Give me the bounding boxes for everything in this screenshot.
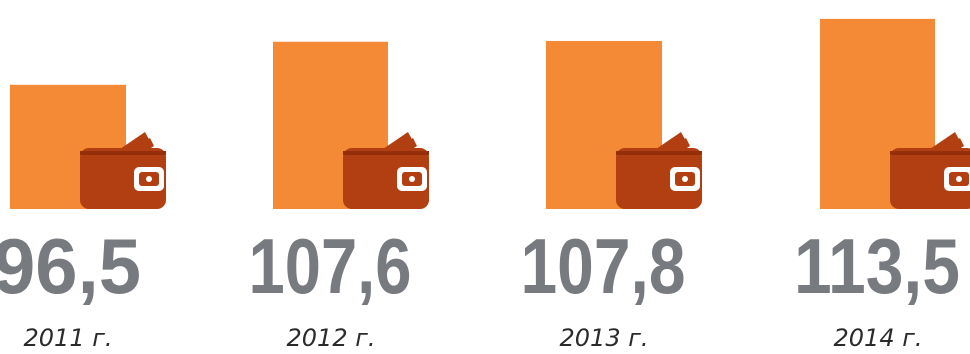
- bar-group: 107,6 2012 г.: [249, 41, 429, 352]
- wallet-icon: [890, 132, 970, 209]
- year-label: 2014 г.: [834, 324, 923, 352]
- wallet-icon: [80, 132, 166, 209]
- wallet-icon: [343, 132, 429, 209]
- wallet-clasp-dot: [409, 176, 415, 182]
- wallet-body: [343, 148, 429, 209]
- value-label: 107,8: [521, 222, 686, 310]
- wallet-body: [890, 148, 970, 209]
- year-label: 2011 г.: [24, 324, 113, 352]
- value-label: 113,5: [794, 222, 960, 310]
- wallet-stripe: [80, 151, 166, 155]
- year-label: 2012 г.: [287, 324, 376, 352]
- value-label: 107,6: [249, 222, 412, 310]
- bar-group: 113,5 2014 г.: [794, 18, 970, 352]
- wallet-body: [616, 148, 702, 209]
- wallet-clasp-dot: [146, 176, 152, 182]
- wallet-icon: [616, 132, 702, 209]
- wallet-stripe: [890, 151, 970, 155]
- wallet-body: [80, 148, 166, 209]
- bar-group: 96,5 2011 г.: [0, 84, 166, 352]
- wallet-stripe: [343, 151, 429, 155]
- wallet-stripe: [616, 151, 702, 155]
- value-label: 96,5: [0, 222, 141, 310]
- bar-group: 107,8 2013 г.: [521, 40, 702, 352]
- year-label: 2013 г.: [560, 324, 649, 352]
- wallet-clasp-dot: [956, 176, 962, 182]
- wallet-clasp-dot: [682, 176, 688, 182]
